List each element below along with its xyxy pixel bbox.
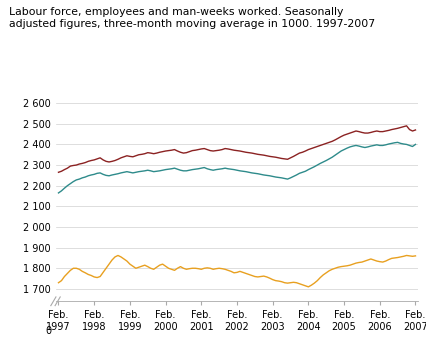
Text: Labour force, employees and man-weeks worked. Seasonally
adjusted figures, three: Labour force, employees and man-weeks wo…	[9, 7, 374, 29]
Text: 0: 0	[45, 326, 52, 336]
